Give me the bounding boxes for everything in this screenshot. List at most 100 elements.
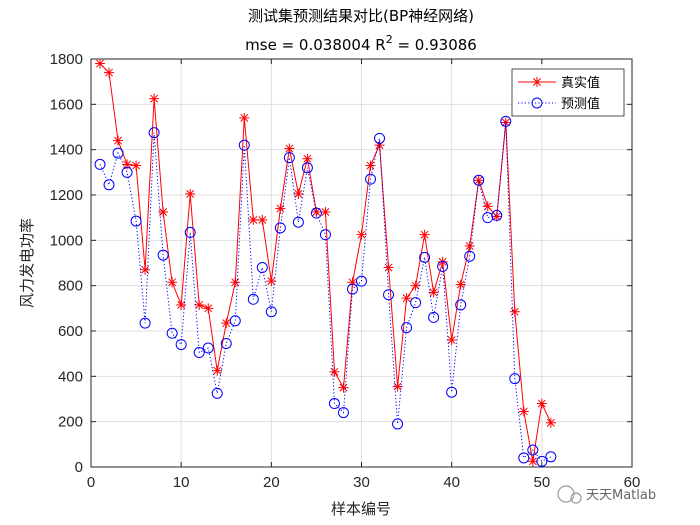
series-1-point xyxy=(167,277,178,288)
series-2-point xyxy=(328,398,340,410)
legend-item-1: 真实值 xyxy=(518,75,600,91)
series-2-point xyxy=(220,337,232,349)
series-2-point xyxy=(509,373,521,385)
series-2-point xyxy=(175,339,187,351)
series-1-point xyxy=(545,417,556,428)
x-tick-label: 60 xyxy=(624,474,641,491)
series-1-point xyxy=(428,287,439,298)
series-2-point xyxy=(365,173,377,185)
series-2-point xyxy=(238,139,250,151)
series-1-point xyxy=(140,264,151,275)
series-2-point xyxy=(148,127,160,139)
series-1-point xyxy=(491,211,502,222)
legend-item-2: 预测值 xyxy=(518,96,600,112)
x-axis-label: 样本编号 xyxy=(331,500,391,518)
series-1-point xyxy=(95,58,106,69)
series-2-point xyxy=(310,207,322,219)
series-2-point xyxy=(112,147,124,159)
series-1-point xyxy=(536,398,547,409)
y-tick-label: 1000 xyxy=(50,232,83,249)
series-1-point xyxy=(266,276,277,287)
grid xyxy=(91,59,632,467)
series-2-point xyxy=(437,260,449,272)
series-2-line xyxy=(99,121,552,462)
series-1-point xyxy=(221,318,232,329)
x-tick-label: 30 xyxy=(353,474,370,491)
series-1-point xyxy=(113,135,124,146)
subtitle-superscript: 2 xyxy=(386,33,393,46)
legend-box xyxy=(511,68,625,117)
series-1-point xyxy=(455,279,466,290)
series-1-point xyxy=(122,159,133,170)
series-1-point xyxy=(158,207,169,217)
watermark-text: 天天Matlab xyxy=(586,488,656,503)
x-tick-label: 0 xyxy=(87,474,95,491)
series-2-point xyxy=(383,289,395,301)
series-1-point xyxy=(203,303,214,314)
series-2-point xyxy=(274,222,286,234)
ticks: 0 10 20 30 40 50 60020040060080010001200140016… xyxy=(50,51,641,491)
series-1-point xyxy=(329,366,340,377)
series-1-point xyxy=(248,214,259,225)
series-2-point xyxy=(211,387,223,399)
chart-subtitle: mse = 0.038004 R2 = 0.93086 xyxy=(245,33,477,54)
x-tick-label: 40 xyxy=(443,474,460,491)
chart-title: 测试集预测结果对比(BP神经网络) xyxy=(248,7,474,25)
series-2-point xyxy=(491,209,503,221)
y-tick-label: 800 xyxy=(58,278,83,295)
series-2-point xyxy=(545,451,557,463)
series-2-point xyxy=(500,115,512,127)
series-2-point xyxy=(130,215,142,227)
x-tick-label: 50 xyxy=(533,474,550,491)
legend-marker xyxy=(531,97,543,109)
series-1-point xyxy=(257,214,268,225)
series-2-point xyxy=(536,455,548,467)
series-1-point xyxy=(482,201,493,212)
series-2-point xyxy=(265,306,277,318)
series-1-point xyxy=(356,229,367,240)
series-1-point xyxy=(176,299,187,310)
series-2-point xyxy=(419,251,431,263)
series-2-point xyxy=(247,293,259,305)
y-tick-label: 1600 xyxy=(50,96,83,113)
series-1-point xyxy=(230,277,241,288)
subtitle-prefix: mse = 0.038004 R xyxy=(245,36,386,54)
series-2-point xyxy=(374,132,386,144)
watermark-icon-dot xyxy=(570,492,582,504)
series-2-point xyxy=(256,262,268,274)
series-2-point xyxy=(337,407,349,419)
series-1-point xyxy=(239,112,250,123)
series-2-point xyxy=(301,162,313,174)
series-2-point xyxy=(455,299,467,311)
series-1-point xyxy=(212,365,223,376)
series-2-point xyxy=(229,315,241,327)
series-2-point xyxy=(319,229,331,241)
y-tick-label: 400 xyxy=(58,368,83,385)
y-tick-label: 0 xyxy=(75,459,83,476)
series-2-point xyxy=(464,250,476,262)
legend-label: 预测值 xyxy=(561,96,600,112)
series-1-point xyxy=(275,203,286,214)
y-tick-label: 200 xyxy=(58,414,83,431)
series-2-point xyxy=(202,342,214,354)
series-2-point xyxy=(166,327,178,339)
series-1-point xyxy=(527,456,538,467)
y-tick-label: 1200 xyxy=(50,187,83,204)
series-1-point xyxy=(311,207,322,217)
series-2-point xyxy=(184,226,196,238)
series-2-point xyxy=(283,152,295,164)
series-2-point xyxy=(392,418,404,430)
y-tick-label: 600 xyxy=(58,323,83,340)
series-2-point xyxy=(473,174,485,186)
series-2-point xyxy=(103,179,115,191)
series-1-point xyxy=(419,229,430,240)
series-1-point xyxy=(284,143,295,154)
series-1-point xyxy=(104,67,115,78)
series-1-point xyxy=(401,293,412,304)
series-1-point xyxy=(320,207,331,217)
x-tick-label: 10 xyxy=(173,474,190,491)
watermark: 天天Matlab xyxy=(557,485,656,504)
